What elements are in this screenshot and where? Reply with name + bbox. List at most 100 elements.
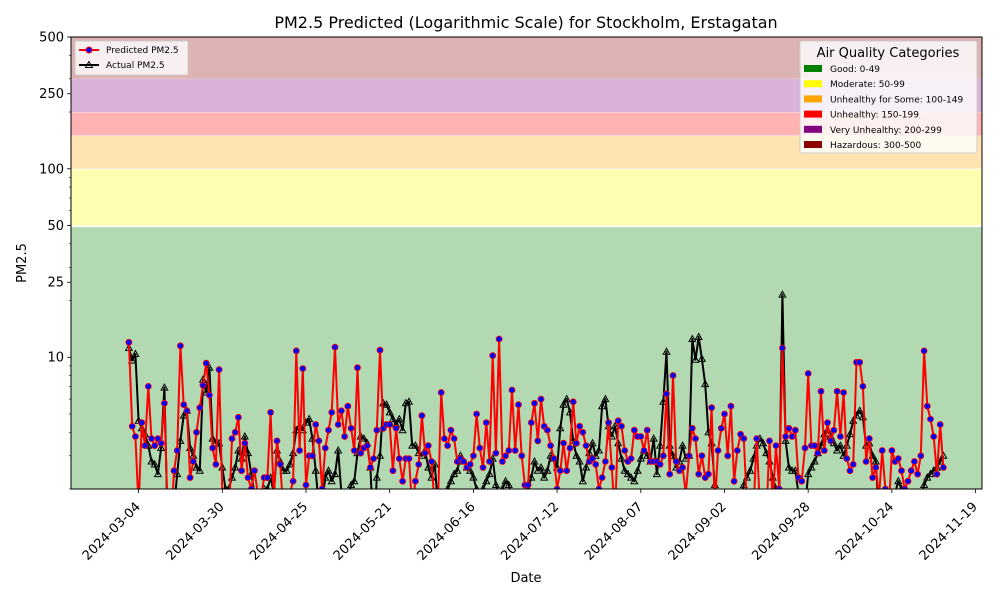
predicted-point	[527, 419, 535, 427]
predicted-point	[244, 474, 252, 482]
predicted-point	[605, 419, 612, 427]
predicted-point	[424, 442, 432, 450]
predicted-point	[228, 435, 236, 443]
predicted-point	[923, 402, 931, 410]
predicted-point	[894, 455, 902, 463]
predicted-point	[656, 460, 664, 468]
predicted-point	[801, 444, 809, 452]
predicted-point	[859, 382, 867, 390]
predicted-point	[363, 442, 371, 450]
predicted-point	[814, 449, 822, 457]
predicted-point	[502, 452, 510, 460]
actual-point	[626, 473, 636, 481]
actual-point	[192, 462, 201, 471]
predicted-point	[775, 485, 783, 489]
actual-point	[620, 466, 629, 474]
predicted-point	[685, 452, 693, 460]
actual-point	[231, 462, 240, 471]
predicted-point	[730, 477, 738, 485]
predicted-point	[144, 382, 152, 390]
predicted-point	[505, 447, 513, 454]
predicted-point	[189, 458, 197, 465]
category-label: Good: 0-49	[830, 65, 880, 75]
actual-point	[176, 436, 185, 444]
predicted-point	[862, 458, 870, 465]
predicted-point	[920, 347, 928, 355]
actual-point	[762, 448, 771, 457]
predicted-point	[582, 442, 590, 450]
series-legend-box	[74, 40, 189, 76]
predicted-point	[511, 447, 519, 454]
actual-point	[179, 411, 188, 419]
predicted-point	[157, 439, 165, 447]
predicted-point	[308, 452, 316, 460]
predicted-point	[234, 413, 242, 421]
y-tick-label: 500	[39, 31, 64, 46]
actual-point	[372, 473, 381, 481]
actual-point	[334, 445, 343, 454]
predicted-point	[865, 435, 873, 443]
predicted-point	[151, 442, 159, 450]
predicted-point	[856, 358, 864, 366]
predicted-point	[614, 417, 622, 425]
predicted-point	[573, 439, 580, 447]
predicted-point	[531, 399, 538, 407]
actual-point	[845, 429, 855, 438]
predicted-point	[205, 391, 213, 399]
predicted-point	[534, 437, 542, 445]
y-axis-title: PM2.5	[15, 243, 30, 283]
predicted-point	[608, 464, 616, 471]
predicted-point	[241, 439, 249, 447]
actual-point	[575, 456, 584, 465]
predicted-point	[589, 455, 596, 463]
predicted-point	[833, 387, 841, 395]
predicted-point	[392, 424, 400, 432]
predicted-point	[785, 424, 793, 432]
predicted-point	[508, 386, 516, 394]
predicted-point	[817, 387, 825, 395]
actual-point	[375, 451, 385, 459]
y-axis: 10 25 50 100 250 500	[39, 31, 71, 490]
predicted-point	[566, 444, 574, 452]
predicted-point	[592, 460, 600, 468]
predicted-point	[370, 455, 378, 463]
predicted-point	[334, 421, 342, 428]
series-legend: Predicted PM2.5 Actual PM2.5	[74, 40, 189, 76]
actual-point	[404, 397, 414, 405]
predicted-point	[669, 372, 677, 379]
x-axis-title: Date	[510, 571, 541, 586]
predicted-point	[627, 455, 635, 463]
actual-point	[282, 466, 291, 474]
predicted-point	[395, 455, 403, 463]
predicted-point	[376, 346, 384, 354]
predicted-point	[399, 477, 407, 485]
actual-point	[623, 469, 633, 478]
predicted-point	[927, 415, 934, 423]
actual-point	[694, 332, 703, 340]
predicted-point	[515, 401, 522, 409]
actual-point	[346, 480, 356, 488]
predicted-point	[428, 458, 435, 465]
predicted-point	[727, 402, 735, 410]
predicted-point	[296, 447, 304, 454]
series-layer	[124, 290, 948, 489]
predicted-point	[772, 442, 780, 450]
predicted-point	[212, 460, 220, 468]
actual-point	[636, 454, 645, 462]
actual-point	[240, 431, 249, 440]
predicted-point	[231, 428, 239, 436]
predicted-point	[421, 449, 429, 457]
predicted-point	[318, 485, 326, 489]
predicted-point	[824, 419, 831, 427]
actual-point	[649, 434, 658, 442]
predicted-point	[366, 464, 374, 471]
actual-point	[804, 469, 813, 478]
predicted-point	[837, 433, 844, 440]
actual-point	[388, 414, 398, 423]
predicted-point	[251, 467, 258, 475]
predicted-point	[618, 422, 625, 430]
predicted-point	[904, 477, 912, 485]
predicted-point	[595, 485, 603, 489]
predicted-point	[437, 389, 445, 396]
